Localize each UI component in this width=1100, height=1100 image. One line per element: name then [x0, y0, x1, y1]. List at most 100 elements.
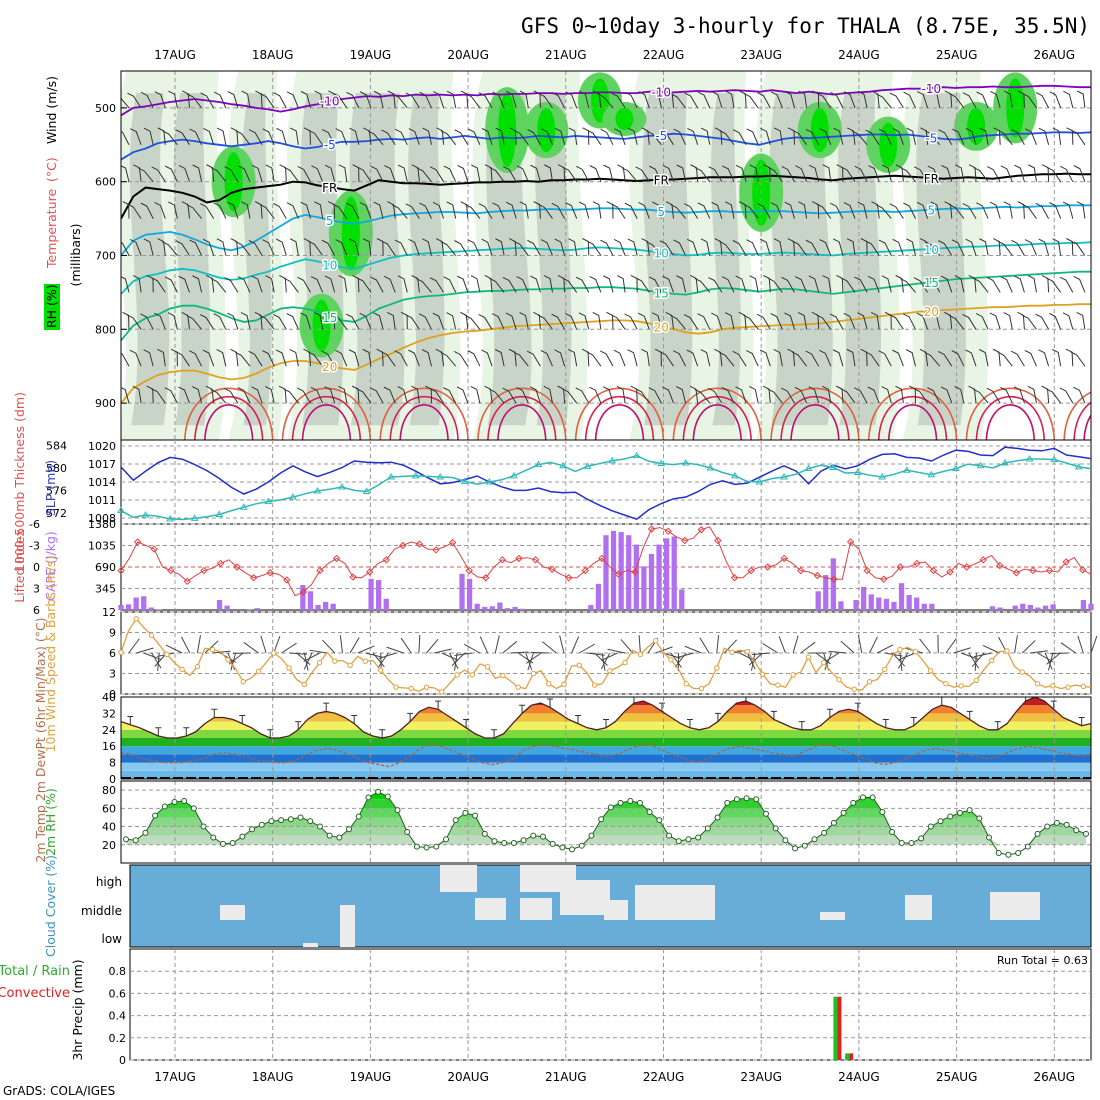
wind-barb — [749, 275, 759, 293]
wind-barb — [140, 91, 154, 109]
wind-barb — [589, 165, 602, 182]
wind-barb — [359, 91, 372, 109]
wind-barb — [986, 166, 1001, 182]
rh-shade-bright — [341, 196, 360, 271]
wind-barb — [940, 386, 953, 404]
bottom-date-label: 25AUG — [936, 1070, 978, 1084]
surface-wind-barb — [1029, 650, 1048, 654]
rh-point — [821, 829, 828, 836]
rh-point — [763, 810, 769, 817]
wind-barb — [700, 238, 711, 256]
wind-barb — [192, 275, 203, 293]
surface-wind-barb — [684, 645, 702, 654]
temp-band — [121, 746, 1091, 755]
temp-minmax-bar — [463, 719, 470, 728]
temp-minmax-bar — [239, 714, 246, 724]
wind-barb — [986, 276, 1001, 293]
temp-minmax-bar — [519, 704, 526, 714]
cape-bar — [512, 606, 518, 610]
rh-point — [326, 832, 333, 839]
wind-barb — [903, 202, 916, 219]
wind-barb — [927, 276, 941, 293]
lifted-index-point — [863, 566, 871, 575]
wind-barb — [429, 388, 445, 404]
wind-barb — [846, 238, 856, 256]
surface-wind-barb — [309, 649, 328, 654]
wind-barb — [465, 93, 481, 109]
cape-bar — [830, 558, 836, 610]
wind-barb — [767, 277, 783, 293]
rh-point — [433, 843, 440, 850]
rh-point — [384, 793, 391, 800]
wind-barb — [1022, 203, 1037, 219]
wind-barb — [397, 386, 408, 404]
temp-minmax-bar — [633, 697, 635, 704]
wind-barb — [690, 164, 699, 182]
cloud-level-label: low — [102, 932, 123, 946]
wind-barb — [743, 314, 759, 330]
wind-speed-point — [958, 683, 964, 689]
wind-barb — [857, 312, 868, 330]
cape-bar — [1012, 605, 1018, 610]
wind-barb — [732, 129, 747, 146]
wind-barb — [235, 130, 251, 146]
rh-point — [646, 808, 653, 815]
wind-barb — [746, 350, 759, 367]
wind-barb — [878, 128, 892, 146]
wind-barb — [392, 93, 408, 109]
wind-barb — [121, 352, 130, 367]
wind-speed-point — [1065, 684, 1071, 690]
rh-point — [685, 836, 692, 843]
lifted-index-point — [432, 546, 440, 554]
wind-barb — [892, 128, 904, 145]
surface-wind-barb — [527, 652, 534, 671]
temp-minmax-bar — [745, 697, 747, 702]
rh-point — [278, 817, 285, 824]
wind-barb — [568, 348, 578, 367]
isotherm-20 — [121, 303, 1091, 404]
wind-barb — [1035, 313, 1050, 330]
wind-barb — [1070, 240, 1086, 256]
cape-bar — [466, 578, 473, 610]
lifted-index-point — [681, 536, 689, 545]
wind-barb — [1035, 202, 1050, 219]
wind-barb — [646, 130, 662, 146]
wind-barb — [990, 90, 1001, 109]
wind-barb — [854, 276, 868, 293]
y-tick-label: 3 — [33, 583, 40, 596]
wind-barb — [670, 204, 686, 219]
wind-barb — [265, 164, 275, 182]
wind-barb — [697, 202, 711, 219]
cape-bar — [656, 544, 662, 610]
wind-barb — [154, 201, 166, 219]
wind-barb — [227, 91, 239, 109]
wind-barb — [465, 204, 481, 219]
rh-point — [346, 826, 353, 833]
wind-barb — [930, 201, 941, 219]
wind-barb — [627, 238, 638, 256]
cape-bar — [133, 597, 139, 610]
rh-point — [1034, 830, 1041, 837]
wind-barb — [251, 164, 263, 182]
wind-barb — [551, 202, 566, 219]
isotherm-label: 10 — [924, 243, 939, 257]
lifted-index-point — [266, 569, 274, 577]
wind-barb — [373, 201, 384, 219]
wind-barb — [513, 240, 529, 256]
wind-barb — [129, 349, 142, 367]
wind-barb — [565, 312, 578, 330]
wind-barb — [289, 127, 299, 145]
isotherm-15 — [121, 270, 1091, 341]
lifted-index-point — [647, 525, 656, 533]
cape-bar — [1088, 603, 1094, 610]
wind-barb — [408, 349, 420, 367]
wind-barb — [1073, 386, 1086, 404]
isotherm-label: FR — [924, 172, 939, 186]
top-date-axis: 17AUG 18AUG 19AUG 20AUG 21AUG 22AUG 23AUG 24AUG… — [154, 48, 1075, 62]
wind-barb — [892, 349, 904, 367]
wind-barb — [210, 167, 227, 183]
wind-speed-point — [225, 657, 231, 663]
wind-barb — [819, 239, 832, 256]
wind-barb — [165, 165, 178, 182]
thickness-ylabel: 1000-500mb Thickness (dm) — [12, 392, 27, 572]
